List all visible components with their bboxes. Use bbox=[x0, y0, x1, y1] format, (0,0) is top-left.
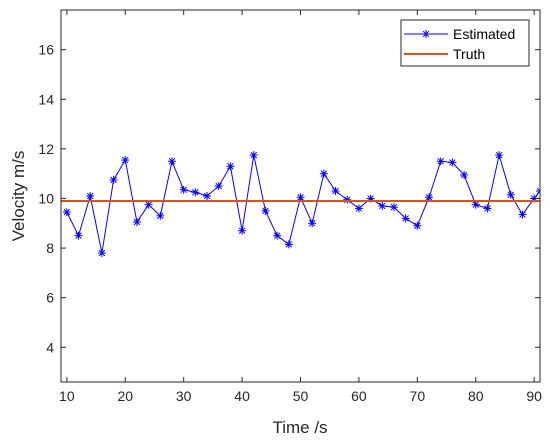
series-layer bbox=[61, 151, 540, 258]
data-point-estimated bbox=[436, 157, 445, 166]
data-point-estimated bbox=[249, 151, 258, 160]
legend: Estimated Truth bbox=[400, 19, 530, 67]
data-point-estimated bbox=[74, 231, 83, 240]
data-point-estimated bbox=[97, 249, 106, 258]
y-tick-label: 6 bbox=[46, 290, 54, 306]
data-point-estimated bbox=[273, 231, 282, 240]
x-tick-label: 80 bbox=[468, 388, 484, 404]
x-axis-label: Time /s bbox=[272, 418, 327, 437]
data-point-estimated bbox=[179, 185, 188, 194]
data-point-estimated bbox=[144, 200, 153, 209]
data-point-estimated bbox=[261, 206, 270, 215]
data-point-estimated bbox=[238, 226, 247, 235]
data-point-estimated bbox=[132, 218, 141, 227]
legend-estimated-marker bbox=[422, 30, 430, 38]
legend-estimated-label: Estimated bbox=[453, 26, 515, 42]
data-point-estimated bbox=[86, 192, 95, 200]
data-point-estimated bbox=[156, 211, 165, 220]
data-point-estimated bbox=[62, 208, 71, 217]
x-tick-label: 20 bbox=[117, 388, 133, 404]
data-point-estimated bbox=[308, 219, 317, 228]
x-tick-label: 90 bbox=[526, 388, 542, 404]
data-point-estimated bbox=[319, 169, 328, 178]
y-tick-label: 16 bbox=[38, 42, 54, 58]
data-point-estimated bbox=[506, 190, 515, 199]
data-point-estimated bbox=[518, 210, 527, 219]
data-point-estimated bbox=[389, 203, 398, 212]
data-point-estimated bbox=[167, 157, 176, 166]
y-tick-label: 4 bbox=[46, 339, 54, 355]
data-point-estimated bbox=[354, 204, 363, 213]
data-point-estimated bbox=[495, 151, 504, 160]
data-point-estimated bbox=[226, 162, 235, 171]
x-tick-label: 50 bbox=[293, 388, 309, 404]
data-point-estimated bbox=[425, 193, 434, 202]
data-point-estimated bbox=[331, 187, 340, 196]
series-group bbox=[61, 151, 540, 258]
x-tick-label: 30 bbox=[176, 388, 192, 404]
data-point-estimated bbox=[203, 192, 212, 200]
data-point-estimated bbox=[121, 156, 130, 165]
data-point-estimated bbox=[214, 182, 223, 191]
x-tick-label: 60 bbox=[351, 388, 367, 404]
y-axis-label: Velocity m/s bbox=[9, 151, 28, 242]
data-point-estimated bbox=[378, 201, 387, 210]
x-tick-label: 40 bbox=[234, 388, 250, 404]
data-point-estimated bbox=[448, 158, 457, 167]
y-tick-label: 8 bbox=[46, 240, 54, 256]
x-tick-label: 10 bbox=[59, 388, 75, 404]
y-tick-label: 10 bbox=[38, 190, 54, 206]
data-point-estimated bbox=[471, 200, 480, 209]
legend-truth-label: Truth bbox=[453, 46, 485, 62]
data-point-estimated bbox=[296, 193, 305, 202]
data-point-estimated bbox=[343, 195, 352, 204]
data-point-estimated bbox=[413, 221, 422, 230]
x-tick-label: 70 bbox=[410, 388, 426, 404]
data-point-estimated bbox=[401, 214, 410, 223]
data-point-estimated bbox=[536, 187, 540, 196]
y-tick-label: 12 bbox=[38, 141, 54, 157]
series-line-estimated bbox=[66, 154, 540, 254]
legend-box bbox=[400, 19, 530, 67]
ticks-layer: 10 20 30 40 50 60 70 80 90 4 6 8 10 12 14 16 bbox=[38, 10, 542, 404]
data-point-estimated bbox=[483, 204, 492, 213]
data-point-estimated bbox=[284, 240, 293, 249]
data-point-estimated bbox=[109, 175, 118, 184]
data-point-estimated bbox=[191, 188, 200, 197]
data-point-estimated bbox=[460, 170, 469, 179]
y-tick-label: 14 bbox=[38, 91, 54, 107]
